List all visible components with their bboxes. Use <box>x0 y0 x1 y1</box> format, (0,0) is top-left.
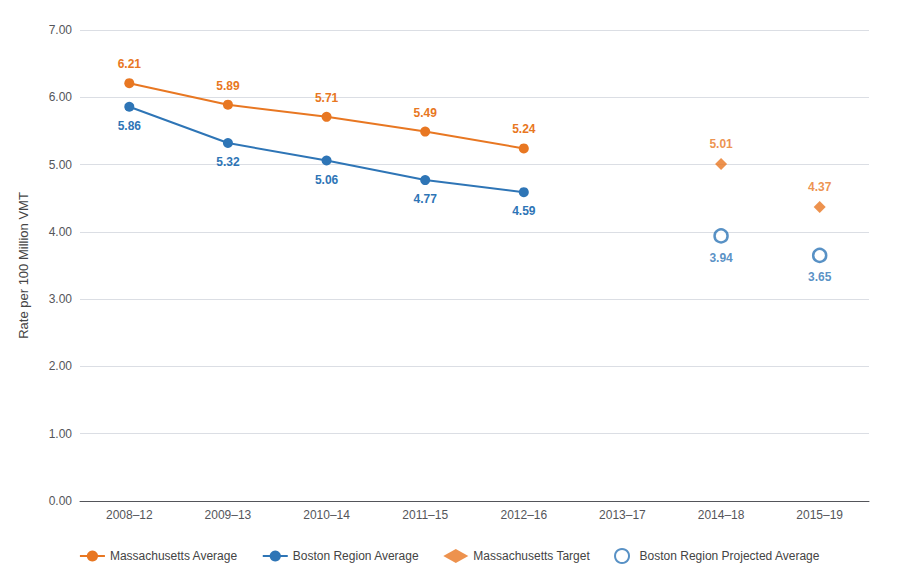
svg-text:2012–16: 2012–16 <box>500 508 547 522</box>
svg-text:Boston Region Average: Boston Region Average <box>293 549 419 563</box>
svg-text:2011–15: 2011–15 <box>402 508 448 522</box>
svg-text:2014–18: 2014–18 <box>698 508 745 522</box>
svg-text:5.49: 5.49 <box>414 106 438 120</box>
svg-text:4.77: 4.77 <box>414 192 438 206</box>
svg-text:Rate per 100 Million VMT: Rate per 100 Million VMT <box>16 192 31 339</box>
svg-text:5.00: 5.00 <box>49 158 73 172</box>
svg-text:5.86: 5.86 <box>118 119 142 133</box>
svg-text:0.00: 0.00 <box>49 494 73 508</box>
svg-text:4.59: 4.59 <box>512 204 536 218</box>
svg-text:5.06: 5.06 <box>315 173 339 187</box>
svg-text:2.00: 2.00 <box>49 359 73 373</box>
svg-text:5.71: 5.71 <box>315 91 339 105</box>
svg-text:1.00: 1.00 <box>49 427 73 441</box>
svg-text:4.00: 4.00 <box>49 225 73 239</box>
svg-text:2010–14: 2010–14 <box>303 508 350 522</box>
svg-text:3.65: 3.65 <box>808 270 832 284</box>
svg-text:Boston Region Projected Averag: Boston Region Projected Average <box>640 549 820 563</box>
svg-text:3.94: 3.94 <box>709 251 733 265</box>
svg-text:6.21: 6.21 <box>118 57 142 71</box>
svg-text:6.00: 6.00 <box>49 90 73 104</box>
svg-text:2015–19: 2015–19 <box>796 508 843 522</box>
svg-text:2009–13: 2009–13 <box>205 508 252 522</box>
svg-text:Massachusetts Average: Massachusetts Average <box>110 549 238 563</box>
svg-text:Massachusetts Target: Massachusetts Target <box>473 549 590 563</box>
svg-text:3.00: 3.00 <box>49 292 73 306</box>
svg-text:4.37: 4.37 <box>808 180 832 194</box>
svg-text:2008–12: 2008–12 <box>106 508 153 522</box>
svg-text:2013–17: 2013–17 <box>599 508 646 522</box>
svg-text:5.24: 5.24 <box>512 122 536 136</box>
svg-text:7.00: 7.00 <box>49 23 73 37</box>
svg-text:5.89: 5.89 <box>216 79 240 93</box>
svg-text:5.01: 5.01 <box>709 137 733 151</box>
svg-text:5.32: 5.32 <box>216 155 240 169</box>
